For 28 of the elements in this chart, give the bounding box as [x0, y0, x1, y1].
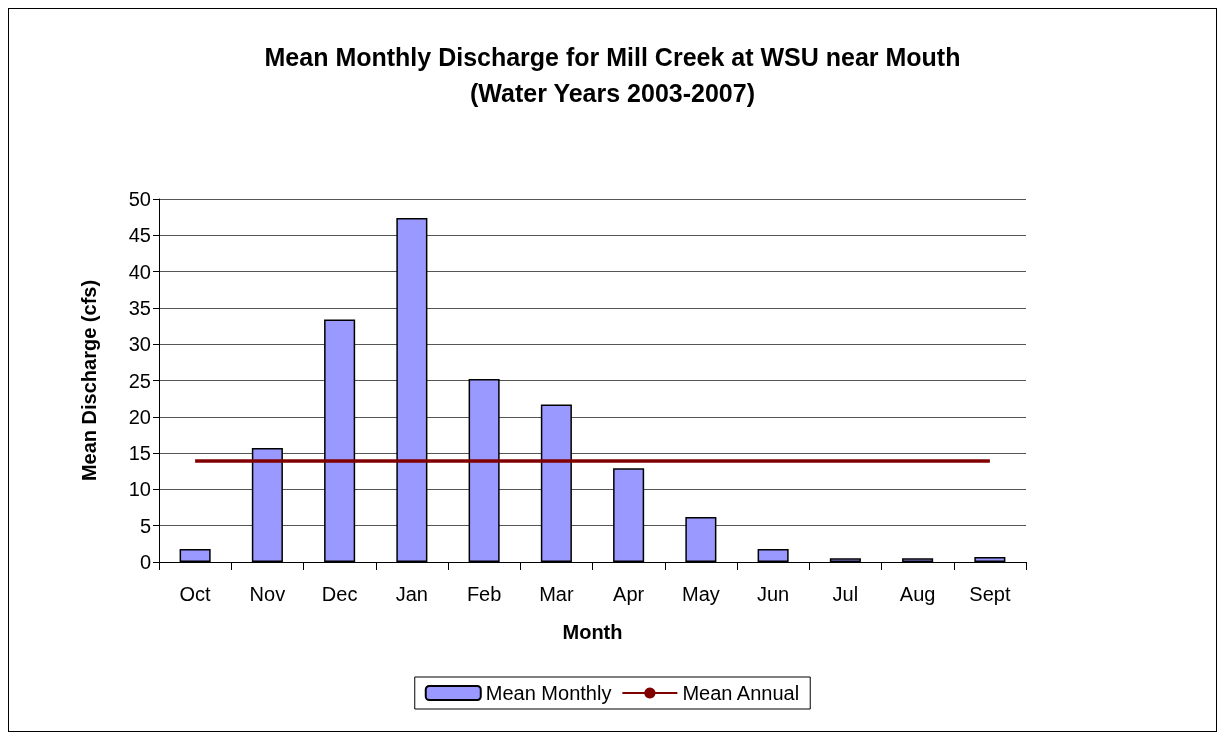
x-tick-label: Aug — [899, 583, 936, 605]
x-axis-title: Month — [562, 621, 623, 643]
legend-label: Mean Annual — [682, 682, 800, 704]
x-tick-label: Apr — [613, 583, 645, 605]
x-tick-label: May — [681, 583, 720, 605]
y-axis-title: Mean Discharge (cfs) — [78, 279, 100, 482]
x-tick-label: Jun — [757, 583, 790, 605]
x-tick-label: Jan — [395, 583, 428, 605]
x-tick-label: Feb — [466, 583, 502, 605]
x-tick-label: Nov — [249, 583, 286, 605]
y-tick-label: 50 — [128, 188, 151, 210]
y-tick-label: 10 — [128, 478, 151, 501]
x-tick-label: Dec — [321, 583, 358, 605]
x-tick-label: Jul — [832, 583, 859, 605]
y-tick-label: 25 — [128, 369, 151, 392]
y-tick-label: 30 — [128, 333, 151, 356]
x-tick-label: Oct — [179, 583, 212, 605]
y-tick-label: 40 — [128, 260, 151, 283]
y-tick-label: 35 — [128, 296, 151, 319]
y-tick-label: 5 — [139, 514, 151, 537]
x-tick-label: Mar — [539, 583, 574, 605]
y-tick-label: 0 — [139, 551, 151, 573]
y-tick-label: 15 — [128, 442, 151, 465]
x-tick-label: Sept — [969, 583, 1011, 605]
y-tick-label: 45 — [128, 224, 151, 247]
legend-label: Mean Monthly — [485, 682, 612, 704]
chart-title: Mean Monthly Discharge for Mill Creek at WSU near Mouth (Water Years 2003-2007) — [264, 43, 961, 107]
y-tick-label: 20 — [128, 405, 151, 428]
